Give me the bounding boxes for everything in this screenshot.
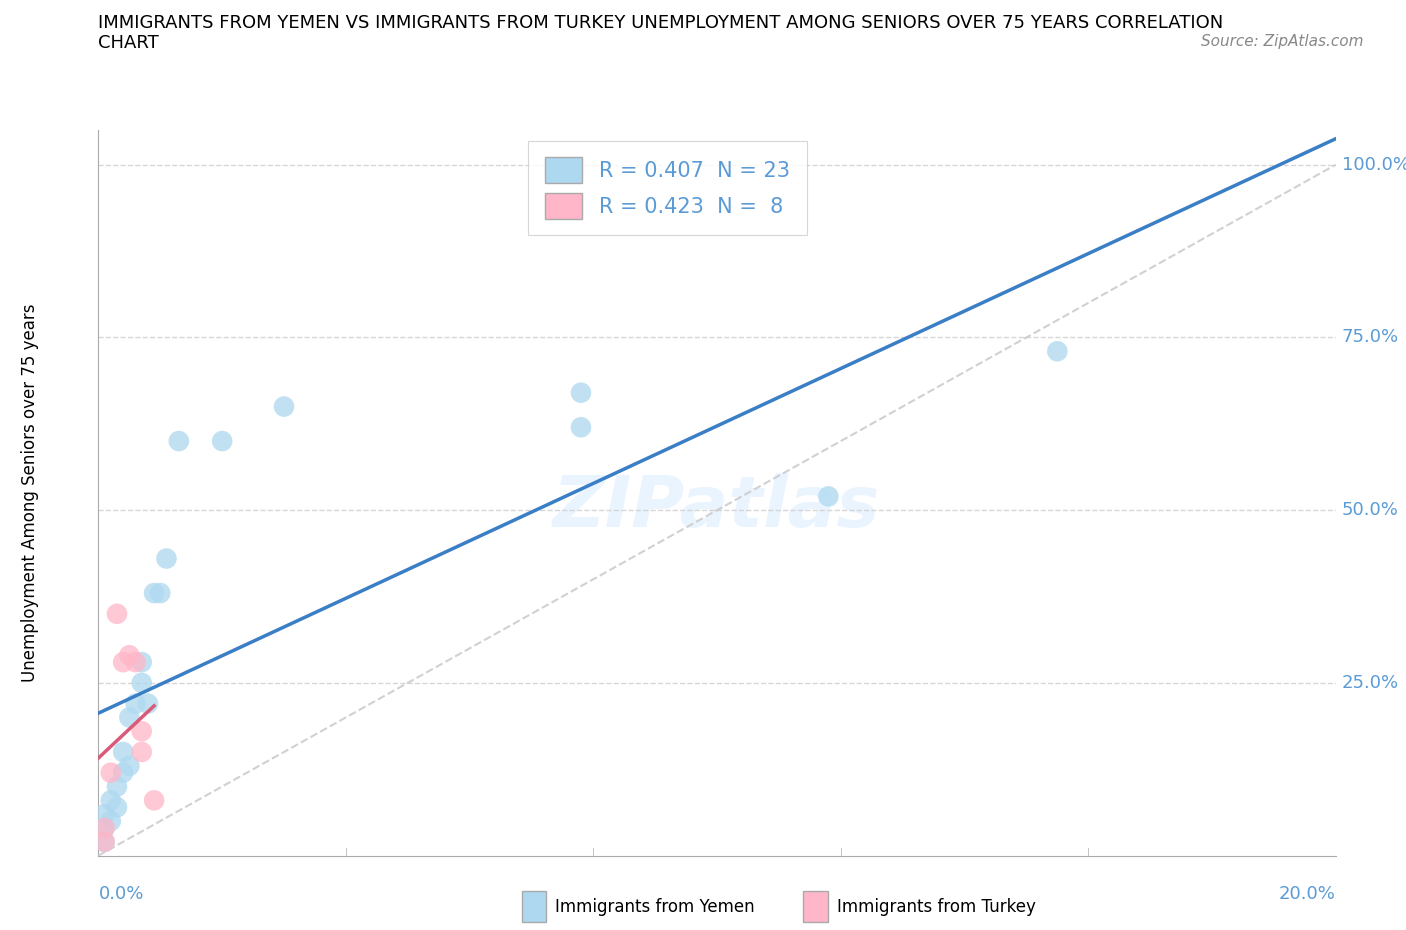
Point: [149, 586, 172, 601]
Text: Source: ZipAtlas.com: Source: ZipAtlas.com: [1201, 34, 1364, 49]
Text: IMMIGRANTS FROM YEMEN VS IMMIGRANTS FROM TURKEY UNEMPLOYMENT AMONG SENIORS OVER : IMMIGRANTS FROM YEMEN VS IMMIGRANTS FROM…: [98, 14, 1223, 32]
Text: Immigrants from Turkey: Immigrants from Turkey: [837, 897, 1035, 916]
Point: [118, 648, 141, 663]
Point: [131, 675, 153, 690]
Point: [131, 655, 153, 670]
Point: [817, 489, 839, 504]
Text: CHART: CHART: [98, 34, 159, 52]
Text: 50.0%: 50.0%: [1341, 501, 1399, 519]
Point: [112, 655, 135, 670]
Point: [93, 834, 115, 849]
Point: [118, 758, 141, 773]
Point: [124, 697, 146, 711]
Text: 25.0%: 25.0%: [1341, 674, 1399, 692]
Text: 75.0%: 75.0%: [1341, 328, 1399, 347]
Text: 20.0%: 20.0%: [1279, 884, 1336, 903]
Point: [131, 745, 153, 760]
Point: [569, 419, 592, 434]
Point: [1046, 344, 1069, 359]
Point: [93, 806, 115, 821]
Point: [93, 834, 115, 849]
Text: Unemployment Among Seniors over 75 years: Unemployment Among Seniors over 75 years: [21, 304, 39, 682]
Point: [118, 710, 141, 724]
Text: ZIPatlas: ZIPatlas: [554, 473, 880, 542]
Point: [100, 814, 122, 829]
Text: Immigrants from Yemen: Immigrants from Yemen: [555, 897, 755, 916]
Point: [143, 586, 166, 601]
Point: [112, 765, 135, 780]
Point: [112, 745, 135, 760]
Point: [100, 765, 122, 780]
Point: [124, 655, 146, 670]
Text: 100.0%: 100.0%: [1341, 155, 1406, 174]
Point: [105, 800, 128, 815]
Legend: R = 0.407  N = 23, R = 0.423  N =  8: R = 0.407 N = 23, R = 0.423 N = 8: [529, 140, 807, 235]
Point: [105, 606, 128, 621]
Point: [211, 433, 233, 448]
Point: [100, 793, 122, 808]
Text: 0.0%: 0.0%: [98, 884, 143, 903]
Point: [136, 697, 159, 711]
Point: [143, 793, 166, 808]
Point: [167, 433, 190, 448]
Point: [105, 779, 128, 794]
Point: [569, 385, 592, 400]
Point: [93, 820, 115, 835]
Point: [155, 551, 177, 566]
Point: [93, 820, 115, 835]
Point: [273, 399, 295, 414]
Point: [131, 724, 153, 738]
